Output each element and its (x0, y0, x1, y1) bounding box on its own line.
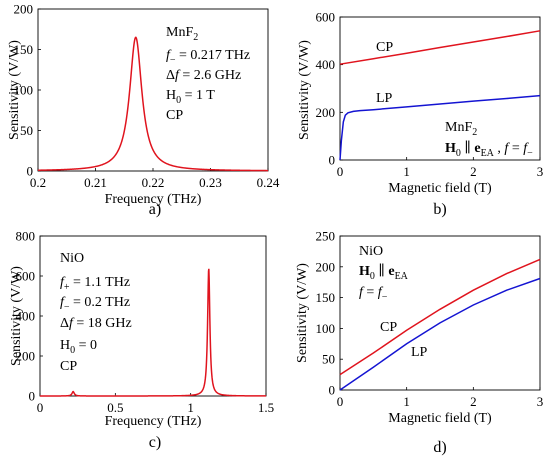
x-axis-label-d: Magnetic field (T) (388, 411, 492, 426)
condition-label-b: H0 ∥ eEA , f = f− (445, 140, 533, 159)
y-tick-label-c: 600 (16, 269, 36, 284)
y-tick-label-a: 0 (27, 164, 34, 179)
polarization-label-a: CP (166, 108, 183, 123)
x-tick-label-d: 0 (337, 394, 344, 409)
y-axis-label-a: Sensitivity (V/W) (7, 40, 22, 140)
series-line-c (40, 268, 266, 397)
y-tick-label-d: 0 (329, 383, 336, 398)
y-tick-label-a: 50 (20, 123, 33, 138)
x-axis-label-a: Frequency (THz) (105, 192, 202, 207)
y-tick-label-a: 100 (14, 83, 34, 98)
ticks-a: 0.2 0.21 0.22 0.23 0.24 0 50 100 150 200 (14, 2, 280, 191)
frequency-plus-label-c: f+ = 1.1 THz (60, 275, 130, 293)
series-line-lp-b (339, 94, 541, 161)
y-tick-label-d: 200 (316, 259, 336, 274)
y-tick-label-b: 200 (316, 105, 336, 120)
x-tick-label-b: 3 (537, 164, 544, 179)
series-line-a (38, 36, 268, 172)
frequency-label-a: f− = 0.217 THz (166, 48, 250, 66)
x-tick-label-a: 0.21 (84, 175, 107, 190)
x-tick-label-b: 0 (337, 164, 344, 179)
series-label-lp-d: LP (411, 345, 428, 360)
plot-frame-d (339, 235, 541, 391)
plot-frame-a (37, 8, 269, 172)
series-line-cp-b (339, 30, 541, 65)
frequency-condition-label-d: f = f− (359, 285, 388, 303)
y-axis-label-c: Sensitivity (V/W) (9, 266, 24, 366)
panel-label-d: d) (433, 439, 446, 456)
plot-frame-b (339, 16, 541, 161)
y-axis-label-d: Sensitivity (V/W) (295, 263, 310, 363)
annotation-block-d: NiO H0 ∥ eEA f = f− (359, 244, 409, 303)
series-line-cp-d (339, 258, 541, 376)
frequency-minus-label-c: f− = 0.2 THz (60, 295, 130, 313)
x-tick-label-a: 0.2 (30, 175, 46, 190)
y-tick-label-c: 400 (16, 309, 36, 324)
field-label-c: H0 = 0 (60, 338, 97, 356)
series-label-cp-b: CP (376, 40, 393, 55)
y-tick-label-d: 150 (316, 290, 336, 305)
y-tick-label-c: 0 (29, 389, 36, 404)
annotation-block-a: MnF2 f− = 0.217 THz Δf = 2.6 GHz H0 = 1 … (166, 25, 250, 123)
panel-label-b: b) (433, 201, 446, 218)
y-tick-label-a: 150 (14, 42, 34, 57)
x-tick-label-a: 0.22 (142, 175, 165, 190)
material-label-d: NiO (359, 244, 383, 259)
y-tick-label-d: 250 (316, 229, 336, 244)
polarization-label-c: CP (60, 359, 77, 374)
panel-b: 0 1 2 3 0 200 400 600 Magnetic field (T) Sensit… (297, 10, 543, 219)
y-tick-label-d: 50 (322, 352, 335, 367)
x-tick-label-a: 0.23 (199, 175, 222, 190)
x-tick-label-c: 1.5 (258, 400, 274, 415)
series-label-lp-b: LP (376, 91, 393, 106)
x-tick-label-d: 1 (403, 394, 410, 409)
material-label-b: MnF2 (445, 120, 477, 138)
x-tick-label-b: 1 (403, 164, 410, 179)
ticks-c: 0 0.5 1 1.5 0 200 400 600 800 (16, 229, 275, 416)
series-line-lp-d (339, 277, 541, 391)
x-tick-label-d: 3 (537, 394, 544, 409)
linewidth-label-a: Δf = 2.6 GHz (166, 68, 241, 83)
ticks-b: 0 1 2 3 0 200 400 600 (316, 10, 544, 180)
y-tick-label-b: 0 (329, 153, 336, 168)
x-tick-label-c: 0.5 (107, 400, 123, 415)
material-label-c: NiO (60, 251, 84, 266)
x-axis-label-c: Frequency (THz) (105, 414, 202, 429)
series-label-cp-d: CP (380, 320, 397, 335)
x-tick-label-c: 1 (187, 400, 194, 415)
linewidth-label-c: Δf = 18 GHz (60, 316, 132, 331)
y-axis-label-b: Sensitivity (V/W) (297, 40, 312, 140)
x-tick-label-a: 0.24 (257, 175, 280, 190)
panel-c: 0 0.5 1 1.5 0 200 400 600 800 Frequency (THz) Se… (9, 229, 274, 452)
panel-a: 0.2 0.21 0.22 0.23 0.24 0 50 100 150 200 Frequenc… (7, 2, 280, 219)
panel-label-c: c) (149, 434, 161, 451)
field-label-a: H0 = 1 T (166, 88, 215, 106)
y-tick-label-d: 100 (316, 321, 336, 336)
condition-label-d: H0 ∥ eEA (359, 263, 409, 282)
annotation-block-c: NiO f+ = 1.1 THz f− = 0.2 THz Δf = 18 GH… (60, 251, 132, 374)
y-tick-label-b: 400 (316, 57, 336, 72)
x-axis-label-b: Magnetic field (T) (388, 181, 492, 196)
ticks-d: 0 1 2 3 0 50 100 150 200 250 (316, 229, 544, 410)
y-tick-label-a: 200 (14, 2, 34, 17)
x-tick-label-d: 2 (470, 394, 477, 409)
y-tick-label-b: 600 (316, 10, 336, 25)
x-tick-label-c: 0 (37, 400, 44, 415)
y-tick-label-c: 200 (16, 349, 36, 364)
panel-d: 0 1 2 3 0 50 100 150 200 250 Magnetic field (T) S… (295, 229, 543, 457)
x-tick-label-b: 2 (470, 164, 477, 179)
y-tick-label-c: 800 (16, 229, 36, 244)
material-label-a: MnF2 (166, 25, 198, 43)
panel-label-a: a) (149, 201, 161, 218)
